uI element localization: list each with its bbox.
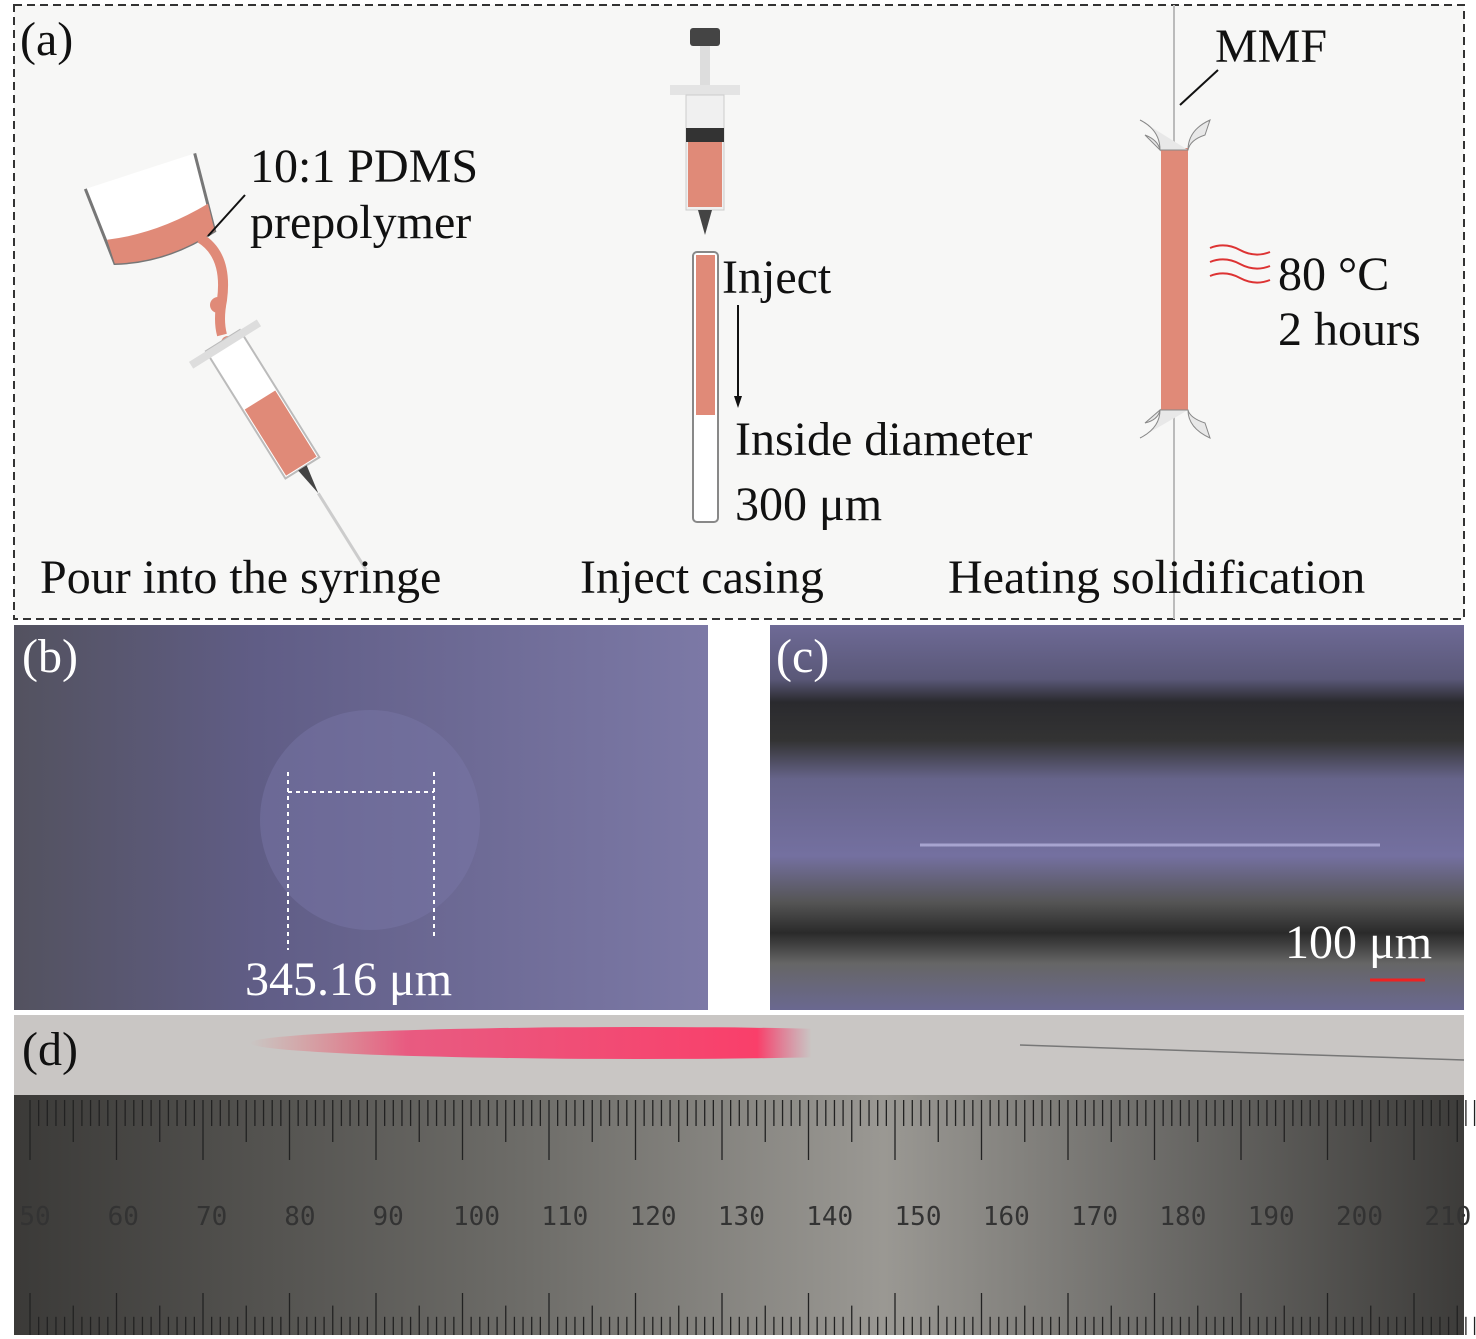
ruler-label: 150	[895, 1202, 942, 1232]
ruler-label: 90	[373, 1202, 404, 1232]
ruler-label: 120	[630, 1202, 677, 1232]
ruler-label: 50	[19, 1202, 50, 1232]
note: prepolymer	[250, 196, 471, 249]
caption: Inject casing	[580, 551, 824, 604]
heating-illustration	[1139, 5, 1271, 619]
drop	[210, 297, 226, 313]
caption: Heating solidification	[948, 551, 1365, 604]
flange	[188, 319, 262, 369]
liquid	[107, 203, 215, 264]
needle	[698, 210, 712, 235]
ruler-label: 110	[541, 1202, 588, 1232]
ruler-ticks	[29, 1100, 1476, 1335]
red-light	[250, 1027, 1030, 1059]
measurement: 345.16 μm	[245, 953, 452, 1006]
panel-label: (c)	[776, 630, 829, 683]
liquid	[688, 142, 722, 207]
heat-waves	[1209, 244, 1271, 284]
ruler-label: 80	[284, 1202, 315, 1232]
ruler-label: 70	[196, 1202, 227, 1232]
ruler-label: 180	[1159, 1202, 1206, 1232]
fiber	[1019, 1044, 1465, 1061]
scale-label: 100 μm	[1285, 916, 1432, 969]
cross-section	[260, 710, 480, 930]
ruler-label: 200	[1336, 1202, 1383, 1232]
note: 2 hours	[1278, 303, 1421, 356]
panel-label: (a)	[20, 13, 73, 66]
micrograph-c	[770, 625, 1464, 1010]
note: MMF	[1215, 20, 1327, 73]
caption: Pour into the syringe	[40, 551, 441, 604]
panel-label: (b)	[22, 630, 78, 683]
liquid	[244, 390, 317, 476]
ruler-label: 160	[983, 1202, 1030, 1232]
beaker-illustration	[83, 153, 368, 571]
ruler-label: 130	[718, 1202, 765, 1232]
note: Inject	[722, 251, 832, 304]
ruler-label: 190	[1248, 1202, 1295, 1232]
piston	[686, 128, 724, 142]
micrograph-b	[14, 625, 708, 1010]
ruler-label: 100	[453, 1202, 500, 1232]
ruler-label: 140	[806, 1202, 853, 1232]
ruler-label: 170	[1071, 1202, 1118, 1232]
flare-top	[1139, 119, 1211, 152]
syringe-illustration	[670, 28, 742, 523]
cured-pdms	[1161, 148, 1188, 410]
needle	[298, 465, 319, 494]
ruler-label: 60	[108, 1202, 139, 1232]
ruler	[14, 1095, 1464, 1335]
note: 80 °C	[1278, 248, 1389, 301]
flange	[670, 85, 740, 95]
needle-line	[317, 492, 368, 571]
flare-bottom	[1139, 408, 1211, 439]
ruler-label: 210	[1424, 1202, 1471, 1232]
arrow-head	[734, 396, 742, 408]
panel-label: (d)	[22, 1023, 78, 1076]
liquid	[696, 255, 715, 415]
note: Inside diameter	[735, 413, 1032, 466]
note: 300 μm	[735, 478, 882, 531]
note: 10:1 PDMS	[250, 140, 478, 193]
measure-lines	[287, 772, 435, 950]
pointer	[1179, 69, 1219, 106]
pointer	[207, 194, 246, 237]
plunger-cap	[690, 28, 720, 46]
